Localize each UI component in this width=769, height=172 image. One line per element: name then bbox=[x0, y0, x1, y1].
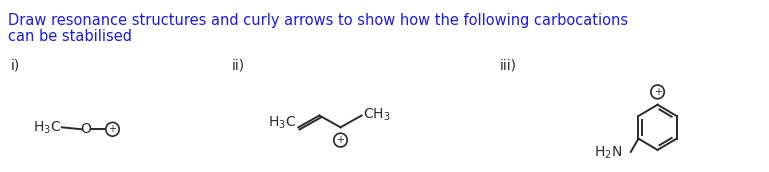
Text: +: + bbox=[108, 124, 117, 134]
Text: Draw resonance structures and curly arrows to show how the following carbocation: Draw resonance structures and curly arro… bbox=[8, 13, 628, 28]
Text: +: + bbox=[337, 135, 345, 145]
Text: H$_3$C: H$_3$C bbox=[33, 119, 61, 136]
Text: can be stabilised: can be stabilised bbox=[8, 29, 132, 44]
Text: O: O bbox=[80, 122, 91, 136]
Text: ii): ii) bbox=[231, 58, 245, 72]
Text: +: + bbox=[654, 87, 661, 97]
Text: H$_2$N: H$_2$N bbox=[594, 145, 622, 161]
Text: iii): iii) bbox=[500, 58, 517, 72]
Text: i): i) bbox=[11, 58, 20, 72]
Text: CH$_3$: CH$_3$ bbox=[364, 106, 391, 123]
Text: H$_3$C: H$_3$C bbox=[268, 114, 296, 131]
